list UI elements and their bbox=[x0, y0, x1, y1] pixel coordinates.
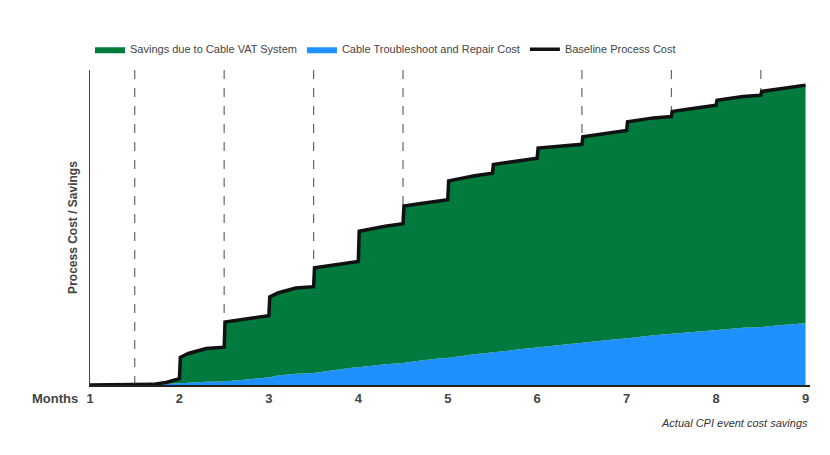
svg-text:5: 5 bbox=[444, 391, 451, 406]
svg-text:6: 6 bbox=[534, 391, 541, 406]
svg-text:Cable Troubleshoot and Repair: Cable Troubleshoot and Repair Cost bbox=[342, 43, 520, 55]
svg-text:2: 2 bbox=[176, 391, 183, 406]
svg-text:4: 4 bbox=[355, 391, 363, 406]
svg-text:Savings due to Cable VAT Syste: Savings due to Cable VAT System bbox=[130, 43, 297, 55]
svg-text:Process Cost / Savings: Process Cost / Savings bbox=[66, 161, 80, 294]
svg-text:9: 9 bbox=[802, 391, 809, 406]
svg-text:1: 1 bbox=[86, 391, 93, 406]
svg-text:3: 3 bbox=[265, 391, 272, 406]
svg-text:Baseline Process Cost: Baseline Process Cost bbox=[565, 43, 676, 55]
svg-text:Months: Months bbox=[32, 391, 78, 406]
svg-text:8: 8 bbox=[712, 391, 719, 406]
svg-text:7: 7 bbox=[623, 391, 630, 406]
svg-text:Actual CPI event cost savings: Actual CPI event cost savings bbox=[661, 417, 808, 429]
